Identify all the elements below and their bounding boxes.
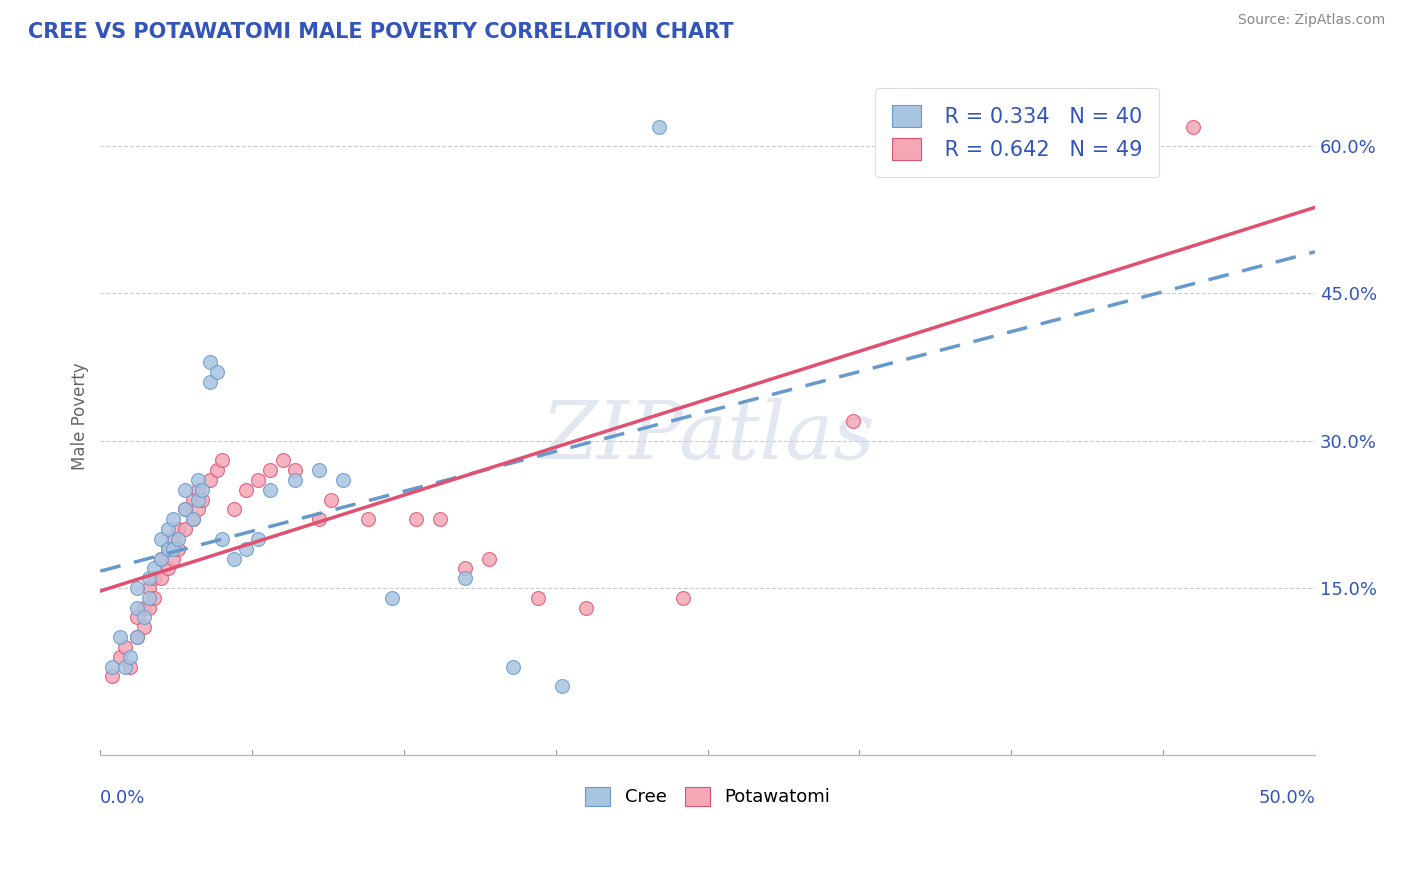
Point — [191, 483, 214, 497]
Text: 0.0%: 0.0% — [100, 789, 146, 806]
Point — [284, 473, 307, 487]
Point — [142, 571, 165, 585]
Point — [174, 502, 197, 516]
Point — [186, 483, 208, 497]
Point — [332, 473, 354, 487]
Point — [478, 551, 501, 566]
Point — [1182, 120, 1205, 134]
Point — [125, 610, 148, 624]
Point — [259, 463, 281, 477]
Point — [526, 591, 548, 605]
Point — [150, 551, 173, 566]
Text: Source: ZipAtlas.com: Source: ZipAtlas.com — [1237, 13, 1385, 28]
Point — [138, 581, 160, 595]
Point — [125, 630, 148, 644]
Point — [1133, 110, 1156, 124]
Y-axis label: Male Poverty: Male Poverty — [72, 362, 89, 470]
Point — [125, 581, 148, 595]
Point — [174, 483, 197, 497]
Point — [429, 512, 451, 526]
Point — [118, 649, 141, 664]
Point — [157, 541, 180, 556]
Point — [181, 492, 204, 507]
Point — [321, 492, 343, 507]
Point — [181, 512, 204, 526]
Point — [198, 473, 221, 487]
Point — [211, 532, 233, 546]
Point — [356, 512, 378, 526]
Point — [138, 600, 160, 615]
Legend: Cree, Potawatomi: Cree, Potawatomi — [578, 780, 838, 814]
Text: ZIPatlas: ZIPatlas — [541, 398, 875, 475]
Point — [138, 591, 160, 605]
Point — [142, 591, 165, 605]
Point — [205, 365, 228, 379]
Point — [162, 532, 184, 546]
Point — [259, 483, 281, 497]
Point — [150, 551, 173, 566]
Point — [235, 483, 257, 497]
Point — [132, 610, 155, 624]
Point — [191, 492, 214, 507]
Point — [454, 571, 477, 585]
Point — [454, 561, 477, 575]
Point — [157, 522, 180, 536]
Point — [308, 463, 330, 477]
Point — [381, 591, 404, 605]
Point — [575, 600, 598, 615]
Point — [162, 512, 184, 526]
Point — [108, 649, 131, 664]
Point — [405, 512, 427, 526]
Point — [181, 512, 204, 526]
Point — [132, 620, 155, 634]
Point — [125, 600, 148, 615]
Point — [167, 541, 190, 556]
Text: 50.0%: 50.0% — [1258, 789, 1315, 806]
Point — [222, 502, 245, 516]
Point — [186, 473, 208, 487]
Point — [162, 551, 184, 566]
Point — [211, 453, 233, 467]
Text: CREE VS POTAWATOMI MALE POVERTY CORRELATION CHART: CREE VS POTAWATOMI MALE POVERTY CORRELAT… — [28, 22, 734, 42]
Point — [502, 659, 524, 673]
Point — [842, 414, 865, 428]
Point — [198, 375, 221, 389]
Point — [186, 492, 208, 507]
Point — [174, 502, 197, 516]
Point — [648, 120, 671, 134]
Point — [142, 561, 165, 575]
Point — [132, 600, 155, 615]
Point — [157, 541, 180, 556]
Point — [108, 630, 131, 644]
Point — [167, 532, 190, 546]
Point — [162, 541, 184, 556]
Point — [150, 532, 173, 546]
Point — [247, 532, 270, 546]
Point — [247, 473, 270, 487]
Point — [157, 561, 180, 575]
Point — [101, 659, 124, 673]
Point — [222, 551, 245, 566]
Point — [308, 512, 330, 526]
Point — [551, 679, 574, 693]
Point — [150, 571, 173, 585]
Point — [101, 669, 124, 683]
Point — [186, 502, 208, 516]
Point — [114, 640, 136, 654]
Point — [205, 463, 228, 477]
Point — [271, 453, 294, 467]
Point — [118, 659, 141, 673]
Point — [138, 571, 160, 585]
Point — [167, 522, 190, 536]
Point — [235, 541, 257, 556]
Point — [198, 355, 221, 369]
Point — [114, 659, 136, 673]
Point — [125, 630, 148, 644]
Point — [174, 522, 197, 536]
Point — [672, 591, 695, 605]
Point — [284, 463, 307, 477]
